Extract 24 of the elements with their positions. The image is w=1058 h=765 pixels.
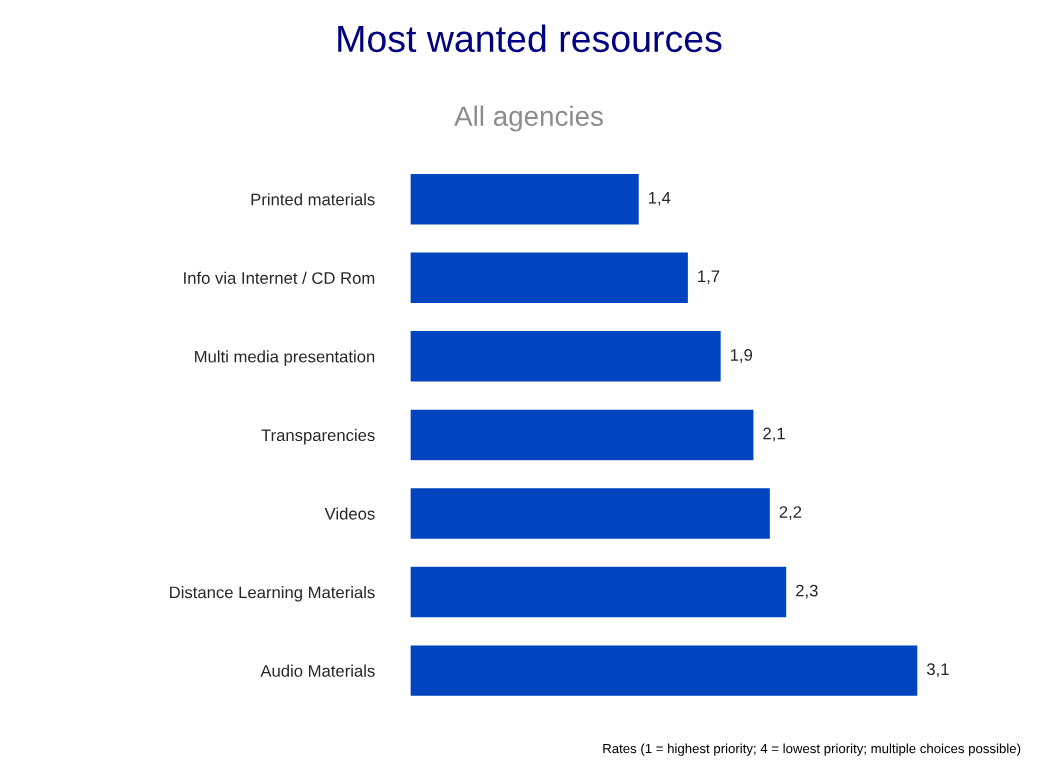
bar	[409, 408, 755, 462]
y-tick-label: Printed materials	[251, 193, 375, 206]
chart-title: Most wanted resources	[338, 24, 722, 53]
y-tick-label: Audio Materials	[260, 664, 375, 677]
data-label: 1,7	[698, 270, 720, 285]
text: Rates (1 = highest priority; 4 = lowest priority; multiple choices possible)	[603, 743, 1021, 756]
data-label: 3,1	[926, 663, 949, 678]
y-tick-label: Videos	[324, 507, 375, 520]
y-tick-label: Multi media presentation	[195, 350, 375, 366]
y-tick-label: Transparencies	[261, 428, 375, 445]
bar	[409, 172, 641, 226]
bar	[409, 644, 919, 698]
chart-subtitle: All agencies	[454, 105, 603, 132]
data-label: 2,2	[779, 506, 802, 520]
data-label: 2,3	[796, 584, 818, 599]
y-tick-label: Info via Internet / CD Rom	[184, 271, 375, 284]
bar	[409, 329, 723, 383]
bar	[409, 251, 690, 305]
data-label: 1,4	[649, 192, 671, 206]
bar	[409, 486, 772, 541]
data-label: 1,9	[730, 349, 753, 363]
data-label: 2,1	[763, 427, 785, 442]
bar	[409, 565, 788, 619]
y-tick-label: Distance Learning Materials	[170, 586, 375, 602]
